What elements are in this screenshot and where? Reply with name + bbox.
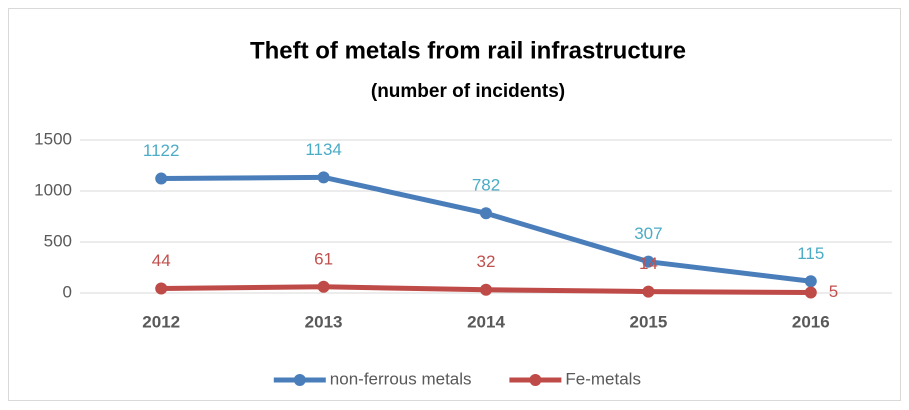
chart-subtitle: (number of incidents): [371, 81, 565, 102]
data-label: 14: [639, 254, 658, 273]
y-tick-label: 1000: [34, 180, 72, 199]
data-label: 1134: [305, 140, 342, 159]
point: [155, 172, 168, 185]
point: [804, 286, 817, 299]
data-label: 5: [829, 282, 838, 301]
point: [642, 255, 655, 268]
data-label: 782: [472, 176, 500, 195]
point: [317, 280, 330, 293]
legend-marker: [529, 374, 542, 386]
chart-title: Theft of metals from rail infrastructure: [250, 37, 686, 64]
legend-marker: [293, 374, 306, 386]
data-label: 115: [797, 244, 824, 263]
data-label: 32: [477, 252, 496, 271]
x-tick-label: 2014: [467, 312, 505, 331]
point: [480, 283, 492, 296]
y-tick-label: 1500: [34, 129, 72, 148]
legend-label: Fe-metals: [565, 369, 641, 388]
data-label: 1122: [143, 141, 180, 160]
data-label: 61: [314, 249, 333, 268]
legend-label: non-ferrous metals: [330, 369, 472, 388]
x-tick-label: 2016: [792, 312, 830, 331]
point: [642, 285, 655, 298]
x-tick-label: 2015: [629, 312, 667, 331]
data-label: 44: [152, 251, 171, 270]
point: [804, 275, 817, 288]
point: [317, 171, 330, 184]
y-tick-label: 500: [44, 231, 72, 250]
data-label: 307: [634, 224, 662, 243]
x-tick-label: 2013: [305, 312, 343, 331]
point: [155, 282, 168, 295]
y-tick-label: 0: [63, 282, 72, 301]
point: [480, 207, 492, 220]
x-tick-label: 2012: [142, 312, 180, 331]
